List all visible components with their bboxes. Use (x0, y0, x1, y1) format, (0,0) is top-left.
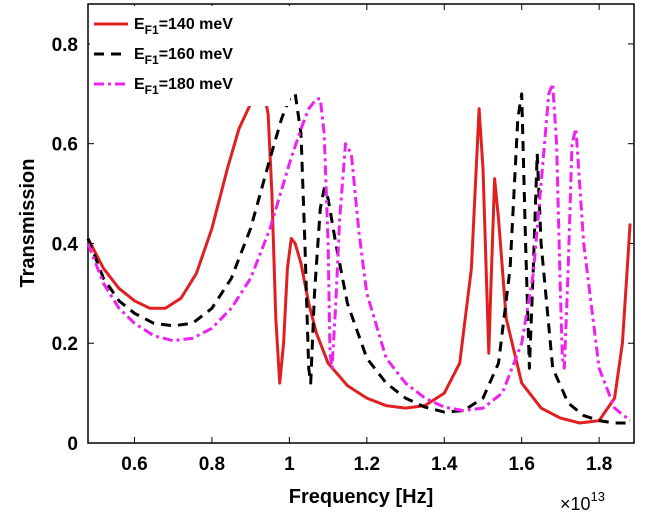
y-tick-label: 0.4 (52, 234, 79, 255)
x-tick-label: 1 (284, 454, 295, 475)
x-multiplier: ×1013 (560, 489, 605, 514)
y-tick-label: 0 (67, 434, 78, 455)
x-tick-label: 1.2 (354, 454, 380, 475)
x-axis-label: Frequency [Hz] (289, 486, 433, 508)
series-line-1 (86, 92, 632, 425)
y-tick-label: 0.6 (52, 135, 78, 156)
x-tick-label: 1.8 (586, 454, 612, 475)
x-multiplier-exponent: 13 (591, 489, 605, 504)
legend-label-2: EF1=160 meV (134, 46, 233, 67)
y-tick-label: 0.8 (52, 35, 78, 56)
series-layer (86, 82, 632, 425)
series-line-2 (86, 92, 631, 425)
series-line-3 (86, 82, 632, 422)
axis-ticks: 0.6 0.8 1 1.2 1.4 1.6 1.8 0 0.2 0.4 0.6 0.8 (52, 4, 634, 475)
x-tick-label: 1.4 (431, 454, 458, 475)
x-tick-label: 1.6 (508, 454, 534, 475)
x-tick-label: 0.6 (121, 454, 147, 475)
y-axis-label: Transmission (17, 159, 39, 288)
legend-label-1: EF1=140 meV (134, 16, 233, 37)
y-tick-label: 0.2 (52, 334, 78, 355)
x-multiplier-base: ×10 (560, 494, 591, 514)
legend: EF1=140 meV EF1=160 meV EF1=180 meV (90, 6, 290, 106)
legend-label-3: EF1=180 meV (134, 76, 233, 97)
x-tick-label: 0.8 (199, 454, 225, 475)
